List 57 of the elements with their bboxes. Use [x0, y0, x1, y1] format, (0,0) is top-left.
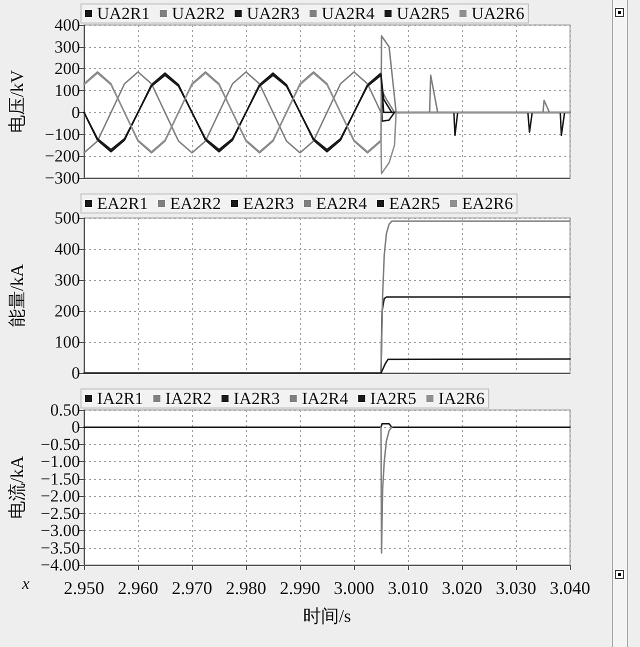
x-tick-label: 2.960: [118, 578, 158, 598]
x-tick-label: 3.000: [334, 578, 374, 598]
legend-label: UA2R6: [471, 4, 524, 23]
legend-label: EA2R5: [389, 194, 440, 213]
legend-label: UA2R5: [396, 4, 450, 23]
legend-label: UA2R3: [246, 4, 300, 23]
y-tick-label: 0.50: [50, 400, 80, 420]
y-tick-label: 500: [54, 208, 80, 228]
legend-label: EA2R1: [97, 194, 148, 213]
y-tick-label: 0: [72, 102, 80, 122]
text: x: [21, 574, 30, 593]
legend-label: IA2R4: [302, 389, 349, 408]
x-tick-label: 3.020: [442, 578, 482, 598]
x-axis-title: 时间/s: [302, 606, 352, 626]
y-axis-title: 电压/kV: [7, 70, 27, 133]
x-tick-label: 2.970: [172, 578, 212, 598]
legend-label: EA2R3: [243, 194, 294, 213]
x-tick-label: 3.040: [550, 578, 590, 598]
y-tick-label: 200: [54, 59, 80, 78]
y-tick-label: −3.00: [40, 521, 80, 540]
legend-label: EA2R6: [462, 194, 513, 213]
x-tick-label: 2.950: [64, 578, 104, 598]
y-tick-label: 100: [54, 332, 80, 352]
y-tick-label: 0: [72, 418, 80, 437]
y-tick-label: 100: [54, 81, 80, 100]
legend-label: IA2R6: [438, 389, 485, 408]
legend-label: EA2R4: [316, 194, 368, 213]
y-tick-label: −1.00: [40, 452, 80, 472]
legend-label: IA2R1: [97, 389, 144, 408]
y-tick-label: −4.00: [40, 556, 80, 574]
y-tick-label: −100: [44, 124, 80, 144]
y-tick-label: −2.00: [40, 486, 80, 506]
y-axis-title: 能量/kA: [7, 264, 27, 327]
y-tick-label: −200: [44, 146, 80, 166]
legend-label: UA2R4: [322, 4, 376, 23]
y-axis-title: 电流/kA: [7, 456, 27, 519]
y-tick-label: 400: [54, 16, 80, 34]
y-tick-label: 300: [54, 270, 80, 290]
legend-label: IA2R3: [234, 389, 280, 408]
y-tick-label: 400: [54, 240, 80, 258]
x-tick-label: 3.030: [496, 578, 536, 598]
legend-label: EA2R2: [170, 194, 221, 213]
legend-label: IA2R2: [165, 389, 212, 408]
y-tick-label: −2.50: [40, 504, 80, 523]
legend-label: IA2R5: [370, 389, 416, 408]
legend-label: UA2R2: [172, 4, 225, 23]
y-tick-label: −3.50: [40, 538, 80, 558]
x-tick-label: 3.010: [388, 578, 428, 598]
y-tick-label: −300: [44, 168, 80, 188]
y-tick-label: −1.50: [40, 469, 80, 488]
y-tick-label: 300: [54, 37, 80, 56]
y-tick-label: 0: [72, 364, 80, 382]
legend-label: UA2R1: [97, 4, 150, 23]
x-tick-label: 2.980: [226, 578, 266, 598]
y-tick-label: −0.50: [40, 434, 80, 454]
y-tick-label: 200: [54, 302, 80, 320]
x-tick-label: 2.990: [280, 578, 320, 598]
